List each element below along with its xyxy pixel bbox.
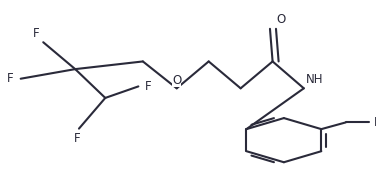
Text: NH: NH	[306, 73, 323, 86]
Text: F: F	[7, 72, 14, 85]
Text: O: O	[172, 74, 181, 87]
Text: F: F	[74, 132, 80, 145]
Text: O: O	[277, 13, 286, 26]
Text: NH₂: NH₂	[374, 116, 376, 129]
Text: F: F	[33, 27, 39, 40]
Text: F: F	[145, 80, 152, 93]
